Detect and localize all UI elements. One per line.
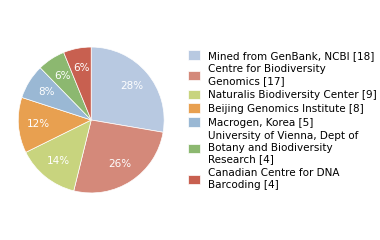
Text: 6%: 6% xyxy=(73,63,89,73)
Text: 12%: 12% xyxy=(27,119,51,129)
Text: 14%: 14% xyxy=(47,156,70,166)
Text: 6%: 6% xyxy=(54,71,71,81)
Wedge shape xyxy=(26,120,91,191)
Text: 28%: 28% xyxy=(120,81,143,91)
Text: 26%: 26% xyxy=(108,159,131,169)
Wedge shape xyxy=(18,97,91,152)
Wedge shape xyxy=(91,47,164,132)
Wedge shape xyxy=(74,120,163,193)
Wedge shape xyxy=(64,47,91,120)
Wedge shape xyxy=(22,68,91,120)
Legend: Mined from GenBank, NCBI [18], Centre for Biodiversity
Genomics [17], Naturalis : Mined from GenBank, NCBI [18], Centre fo… xyxy=(188,50,377,190)
Wedge shape xyxy=(40,52,91,120)
Text: 8%: 8% xyxy=(38,87,55,97)
